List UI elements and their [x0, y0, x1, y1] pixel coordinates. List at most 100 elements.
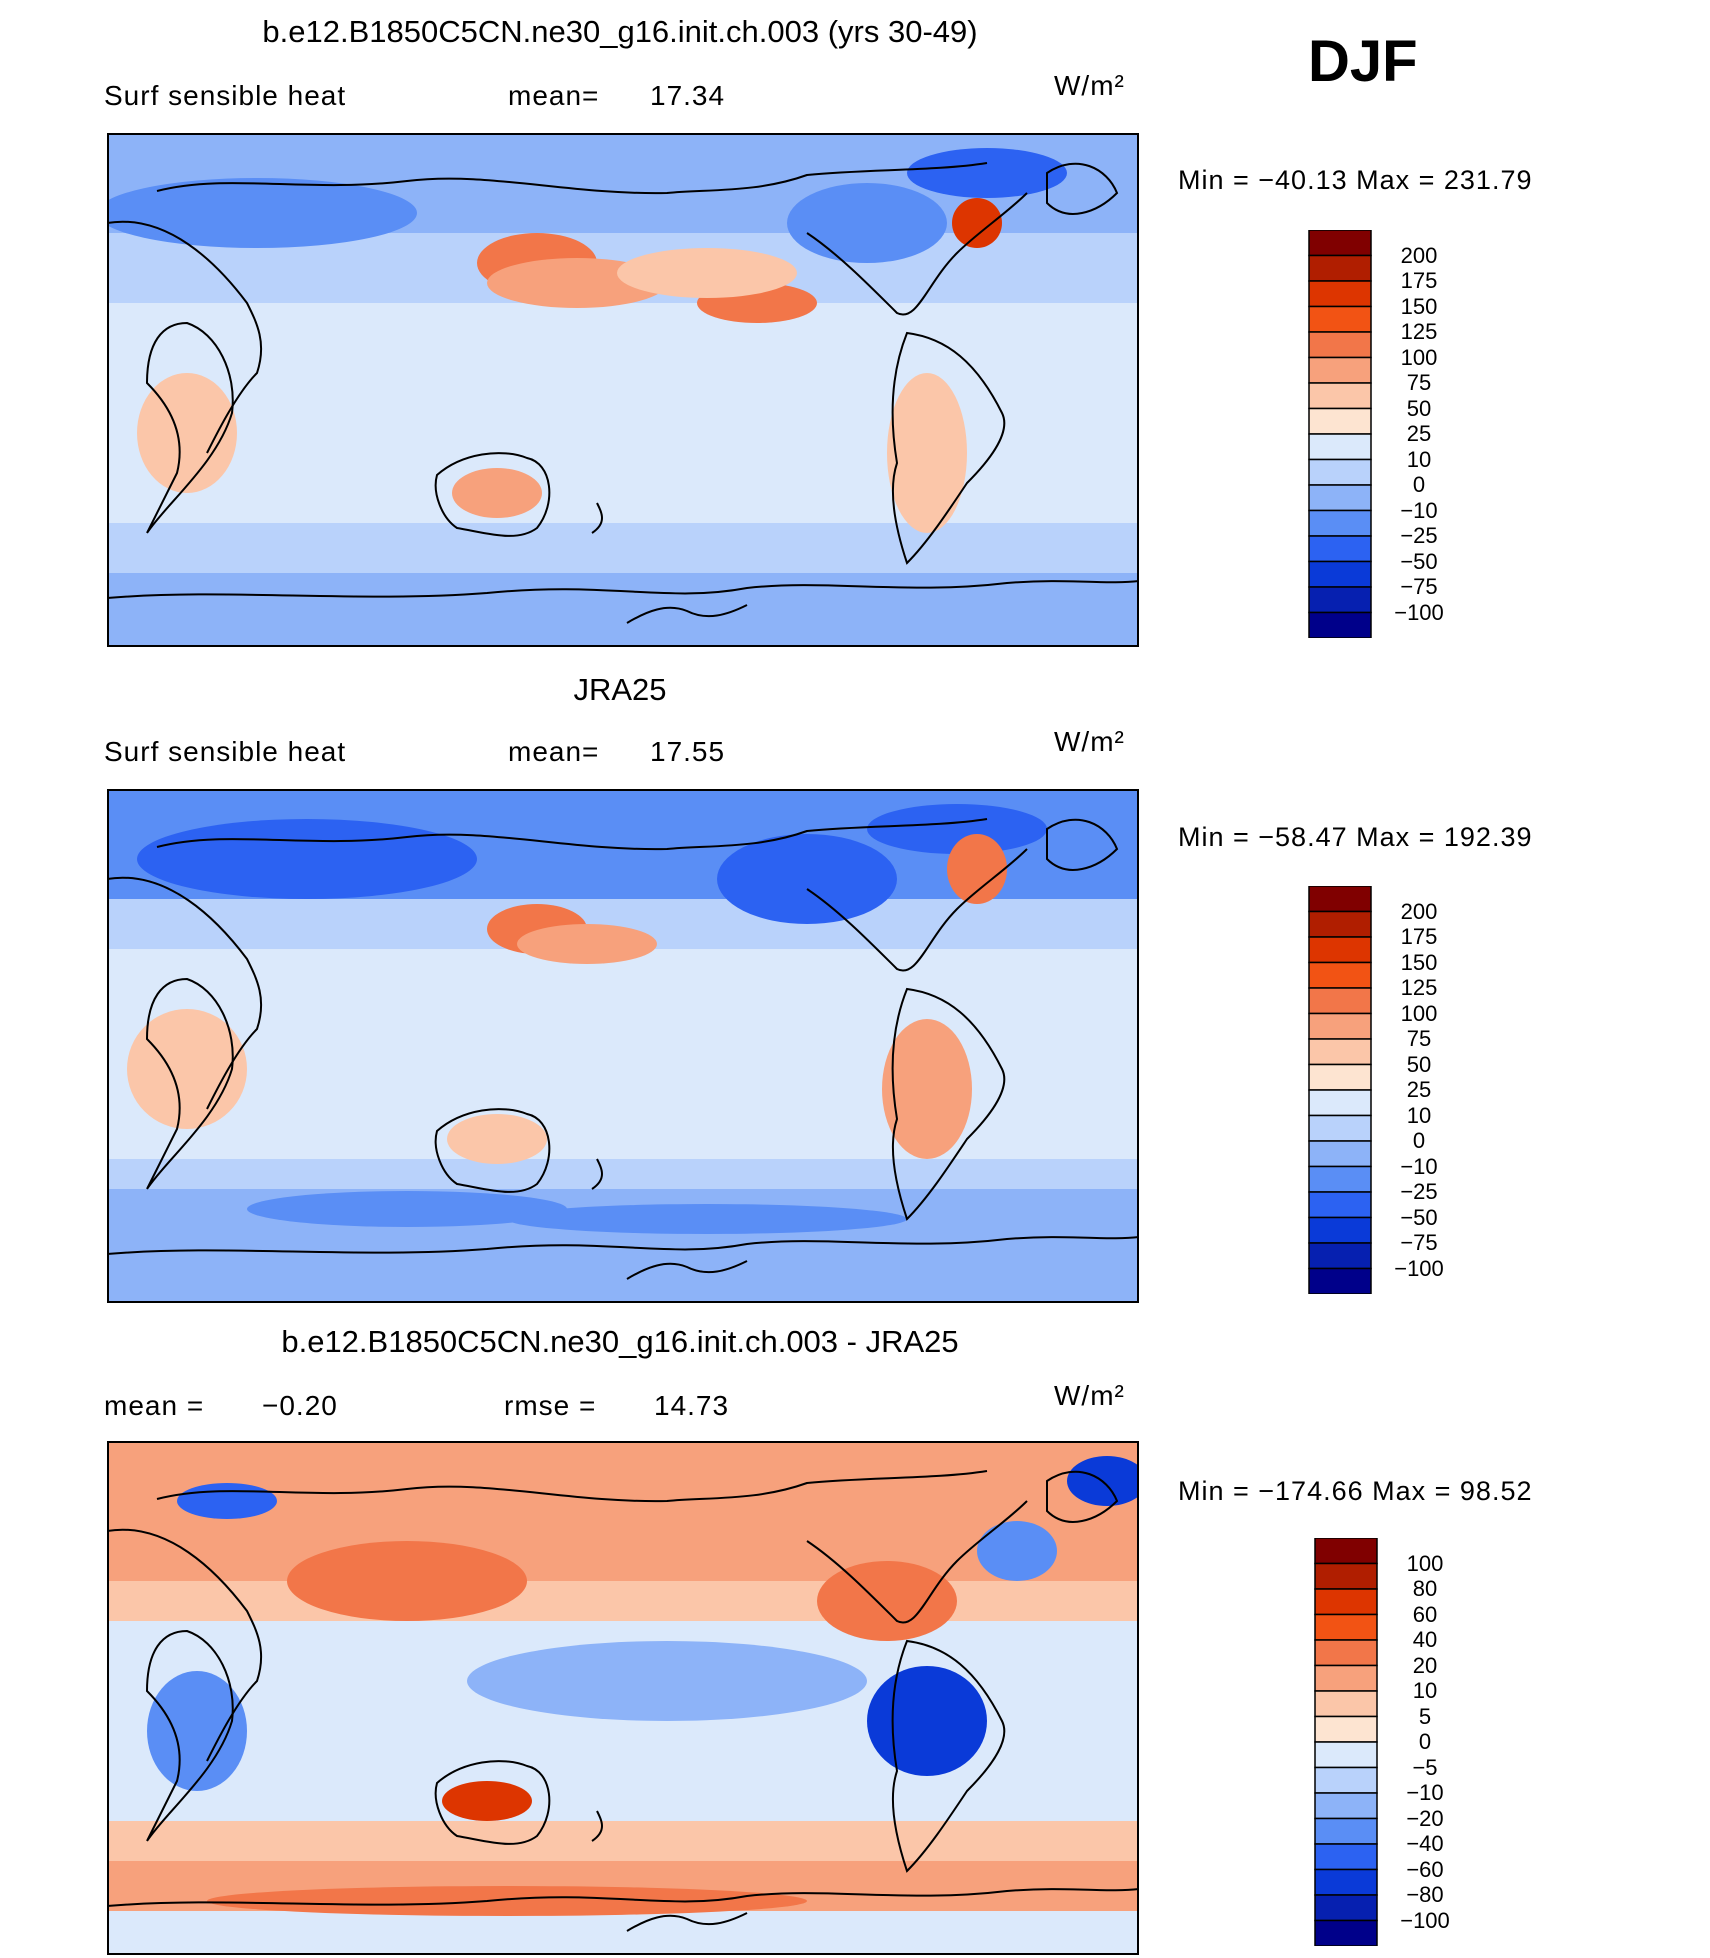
colorbar-swatch [1314, 1792, 1378, 1820]
colorbar-tick-label: −50 [1400, 1204, 1438, 1230]
colorbar-tick-label: 10 [1406, 446, 1432, 472]
colorbar-tick-label: 60 [1412, 1601, 1438, 1627]
colorbar-swatch [1308, 254, 1372, 282]
colorbar-swatch [1308, 1140, 1372, 1168]
colorbar-swatch [1314, 1715, 1378, 1743]
colorbar-tick-label: −60 [1406, 1856, 1444, 1882]
field-blob [452, 468, 542, 518]
colorbar-tick-label: 10 [1406, 1102, 1432, 1128]
field-blob [617, 248, 797, 298]
panel-1-units: W/m² [1054, 70, 1125, 101]
field-blob [107, 178, 417, 248]
colorbar-swatch [1314, 1741, 1378, 1769]
panel-1-mean-value: 17.34 [650, 80, 726, 111]
colorbar-tick-label: 25 [1406, 1077, 1432, 1102]
colorbar-swatch [1308, 1267, 1372, 1294]
field-blob [147, 1671, 247, 1791]
panel-1-map [107, 133, 1139, 647]
field-blob [517, 924, 657, 964]
colorbar-swatch [1314, 1766, 1378, 1794]
field-blob [287, 1541, 527, 1621]
colorbar-tick-label: 0 [1412, 472, 1426, 497]
field-blob [127, 1009, 247, 1129]
colorbar-swatch [1308, 611, 1372, 638]
colorbar-tick-label: −50 [1400, 548, 1438, 574]
panel-2-mean-value: 17.55 [650, 736, 726, 767]
field-blob [787, 183, 947, 263]
field-blob [177, 1483, 277, 1519]
colorbar-swatch [1308, 886, 1372, 913]
colorbar-tick-label: 0 [1418, 1729, 1432, 1754]
colorbar-tick-label: 150 [1400, 293, 1438, 319]
panel-2-colorbar-labels: 200 175 150 125 100 75 50 25 10 0 −10 −25 −50 −75 −100 [1384, 888, 1464, 1296]
colorbar-tick-label: −75 [1400, 574, 1438, 599]
field-band [107, 1441, 1139, 1581]
colorbar-swatch [1308, 305, 1372, 333]
colorbar-swatch [1308, 280, 1372, 308]
field-blob [247, 1191, 567, 1227]
colorbar-swatch [1314, 1817, 1378, 1845]
colorbar-tick-label: −5 [1412, 1754, 1438, 1780]
colorbar-swatch [1308, 1242, 1372, 1270]
panel-2-variable: Surf sensible heat [104, 736, 347, 767]
colorbar-swatch [1308, 509, 1372, 537]
colorbar-swatch [1308, 1114, 1372, 1142]
field-blob [137, 819, 477, 899]
field-band [107, 1581, 1139, 1621]
panel-3-units: W/m² [1054, 1380, 1125, 1411]
panel-1-colorbar [1308, 230, 1372, 638]
colorbar-swatch [1314, 1639, 1378, 1667]
colorbar-swatch [1308, 1216, 1372, 1244]
colorbar-tick-label: 5 [1418, 1703, 1432, 1729]
colorbar-swatch [1314, 1843, 1378, 1871]
field-blob [887, 373, 967, 533]
colorbar-swatch [1308, 1063, 1372, 1091]
colorbar-tick-label: −100 [1394, 599, 1444, 625]
field-blob [952, 198, 1002, 248]
panel-3-map [107, 1441, 1139, 1955]
panel-3-title: b.e12.B1850C5CN.ne30_g16.init.ch.003 - J… [281, 1324, 959, 1359]
field-blob [882, 1019, 972, 1159]
panel-2-min-max: Min = −58.47 Max = 192.39 [1178, 822, 1533, 852]
colorbar-swatch [1308, 407, 1372, 435]
colorbar-swatch [1314, 1690, 1378, 1718]
panel-1-title: b.e12.B1850C5CN.ne30_g16.init.ch.003 (yr… [262, 14, 978, 49]
colorbar-swatch [1308, 1038, 1372, 1066]
colorbar-tick-label: 50 [1406, 1051, 1432, 1077]
colorbar-swatch [1314, 1919, 1378, 1946]
field-blob [907, 148, 1067, 198]
field-blob [467, 1641, 867, 1721]
field-blob [447, 1114, 547, 1164]
colorbar-swatch [1308, 586, 1372, 614]
field-blob [817, 1561, 957, 1641]
field-band [107, 573, 1139, 647]
panel-3-colorbar [1314, 1538, 1378, 1946]
field-blob [977, 1521, 1057, 1581]
colorbar-tick-label: −10 [1406, 1780, 1444, 1805]
field-blob [867, 804, 1047, 854]
colorbar-tick-label: 40 [1412, 1627, 1438, 1652]
colorbar-tick-label: −80 [1406, 1882, 1444, 1907]
panel-2-title: JRA25 [573, 672, 667, 707]
panel-1-variable: Surf sensible heat [104, 80, 347, 111]
season-label: DJF [1308, 29, 1418, 94]
colorbar-swatch [1314, 1588, 1378, 1616]
colorbar-swatch [1308, 560, 1372, 588]
colorbar-tick-label: 75 [1406, 1026, 1432, 1051]
field-band [107, 1821, 1139, 1861]
colorbar-tick-label: 75 [1406, 370, 1432, 395]
panel-3-rmse-value: 14.73 [654, 1390, 730, 1421]
colorbar-tick-label: −100 [1400, 1907, 1450, 1933]
colorbar-tick-label: 10 [1412, 1678, 1438, 1703]
colorbar-tick-label: 0 [1412, 1128, 1426, 1153]
colorbar-tick-label: 200 [1400, 242, 1438, 268]
panel-3-mean-value: −0.20 [262, 1390, 338, 1421]
field-band [107, 949, 1139, 1159]
panel-2-map [107, 789, 1139, 1303]
colorbar-swatch [1308, 910, 1372, 938]
panel-2-mean-label: mean= [508, 736, 600, 767]
colorbar-swatch [1314, 1894, 1378, 1922]
panel-3-rmse-label: rmse = [504, 1390, 597, 1421]
panel-2-colorbar [1308, 886, 1372, 1294]
colorbar-tick-label: 100 [1406, 1550, 1444, 1576]
